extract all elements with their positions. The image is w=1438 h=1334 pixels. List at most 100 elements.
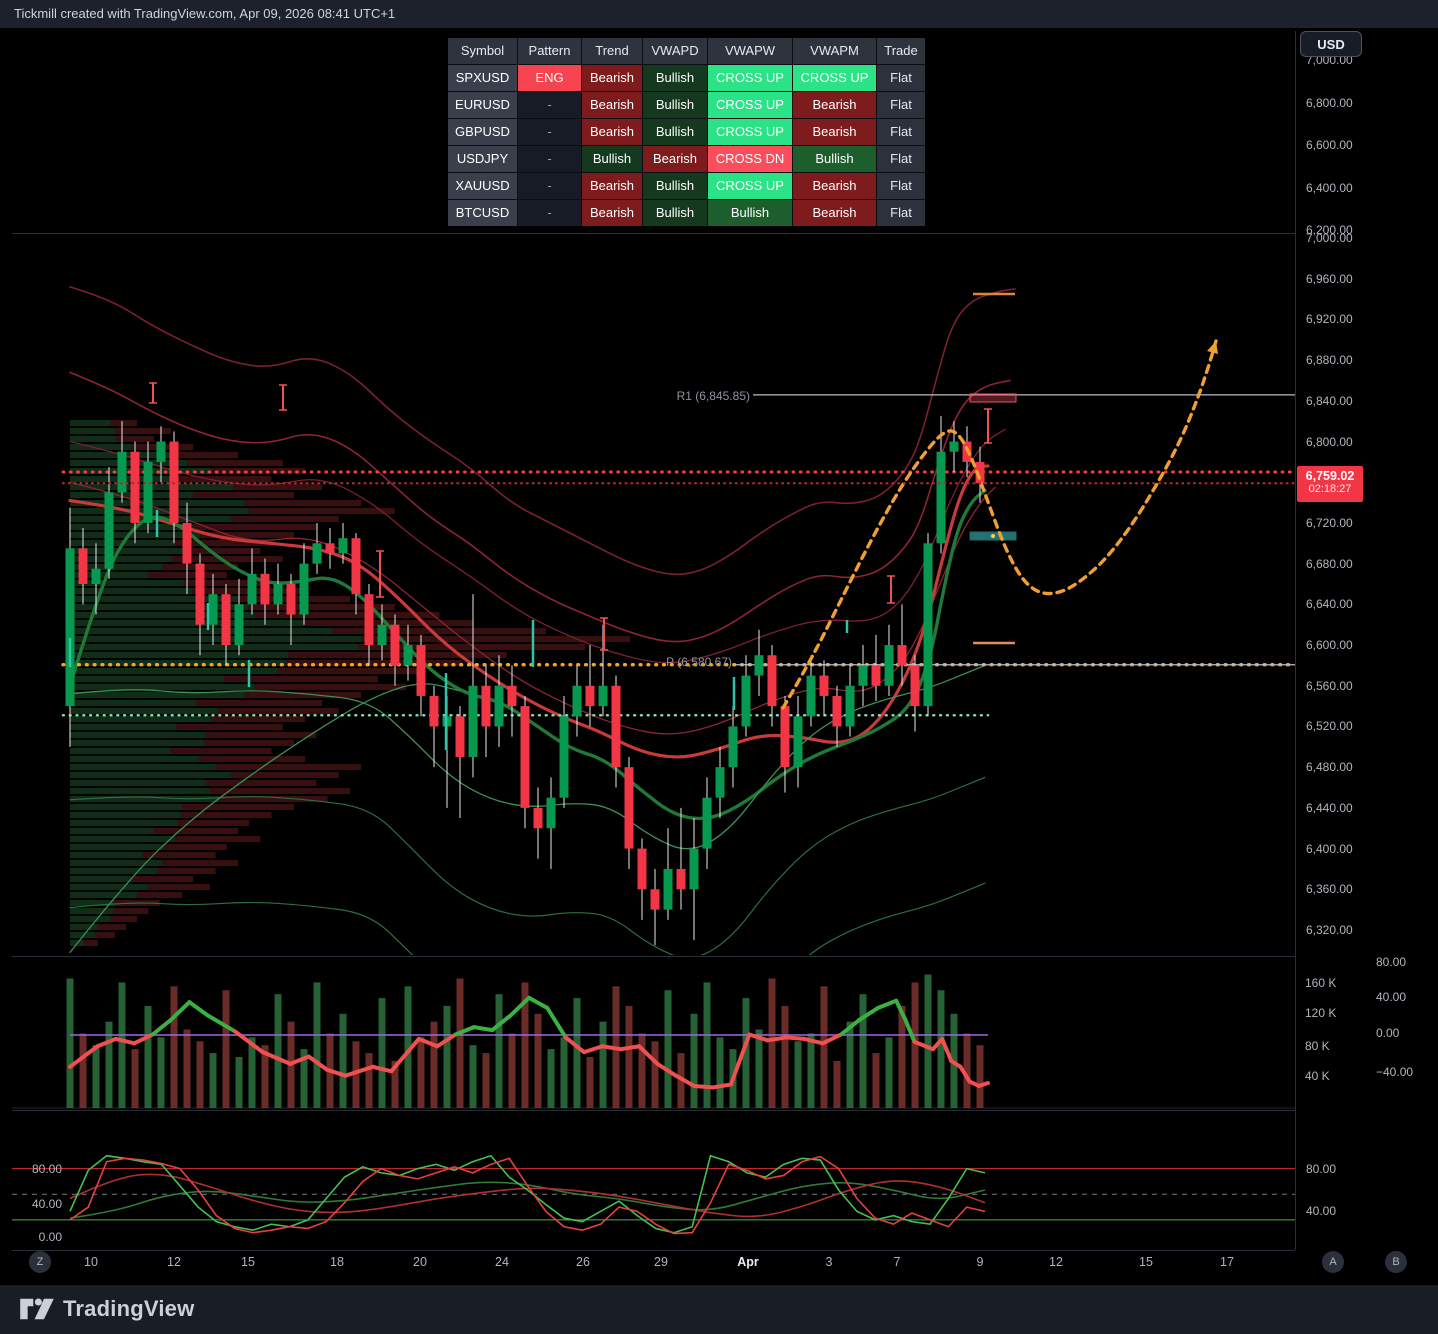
price-axis-label: 6,720.00 bbox=[1306, 515, 1353, 530]
time-axis-label: 15 bbox=[241, 1255, 255, 1269]
volume-bar bbox=[378, 998, 386, 1108]
volume-ma-segment bbox=[416, 1036, 440, 1049]
table-header-pattern: Pattern bbox=[518, 38, 581, 64]
volume-axis-label: 120 K bbox=[1305, 1006, 1337, 1020]
volume-bar bbox=[482, 1053, 490, 1108]
upper-band-outer-line bbox=[69, 286, 1016, 576]
volume-ma-segment bbox=[637, 1044, 660, 1066]
time-axis-label: 24 bbox=[495, 1255, 509, 1269]
time-axis-label: 26 bbox=[576, 1255, 590, 1269]
stoch-green-fast-line bbox=[69, 1154, 986, 1234]
table-symbol-spxusd[interactable]: SPXUSD bbox=[448, 65, 517, 91]
volume-bar bbox=[105, 1021, 113, 1108]
delta-axis-label: 80.00 bbox=[1376, 955, 1407, 969]
mid-band-red2-line bbox=[69, 481, 996, 735]
volume-ma-segment bbox=[857, 1006, 880, 1022]
order-level-box[interactable] bbox=[969, 393, 1017, 403]
table-symbol-usdjpy[interactable]: USDJPY bbox=[448, 146, 517, 172]
volume-bar bbox=[846, 1021, 854, 1108]
volume-ma-segment bbox=[618, 1044, 642, 1052]
volume-ma-segment bbox=[976, 1081, 990, 1088]
table-symbol-eurusd[interactable]: EURUSD bbox=[448, 92, 517, 118]
table-cell-cu: CROSS UP bbox=[708, 119, 792, 145]
volume-axis-label: 80 K bbox=[1305, 1039, 1330, 1053]
scale-a-button[interactable]: A bbox=[1322, 1251, 1344, 1273]
price-axis-label: 6,800.00 bbox=[1306, 96, 1353, 110]
table-cell-dash: - bbox=[518, 92, 581, 118]
volume-bar bbox=[313, 982, 321, 1108]
stoch-axis-label-right: 80.00 bbox=[1306, 1162, 1337, 1176]
tradingview-logo[interactable]: TradingView bbox=[20, 1295, 194, 1323]
footer-bar: TradingView bbox=[0, 1285, 1438, 1334]
stochastic-pane[interactable] bbox=[12, 1154, 1295, 1235]
table-symbol-gbpusd[interactable]: GBPUSD bbox=[448, 119, 517, 145]
volume-bar bbox=[560, 1037, 568, 1108]
scale-b-button[interactable]: B bbox=[1385, 1251, 1407, 1273]
volume-ma-segment bbox=[508, 995, 531, 1018]
order-level-dot bbox=[991, 534, 995, 538]
volume-bar bbox=[352, 1041, 360, 1108]
table-symbol-xauusd[interactable]: XAUUSD bbox=[448, 173, 517, 199]
volume-bar bbox=[898, 1005, 906, 1108]
volume-ma-segment bbox=[95, 1036, 118, 1049]
chart-svg[interactable] bbox=[0, 28, 1438, 1334]
price-axis-label: 6,840.00 bbox=[1306, 393, 1353, 408]
volume-bar bbox=[144, 1005, 152, 1108]
volume-bar bbox=[716, 1037, 724, 1108]
table-cell-dash: - bbox=[518, 119, 581, 145]
volume-ma-segment bbox=[288, 1054, 311, 1066]
volume-ma-segment bbox=[68, 1044, 100, 1069]
volume-bar bbox=[703, 982, 711, 1108]
volume-bar bbox=[300, 1049, 308, 1108]
volume-ma-segment bbox=[260, 1050, 293, 1066]
table-symbol-btcusd[interactable]: BTCUSD bbox=[448, 200, 517, 226]
time-axis-label: 3 bbox=[825, 1255, 833, 1269]
volume-ma-segment bbox=[389, 1036, 421, 1074]
time-axis-label: 9 bbox=[976, 1255, 984, 1269]
volume-ma-segment bbox=[306, 1054, 330, 1072]
volume-pane[interactable] bbox=[12, 974, 1295, 1109]
volume-bar bbox=[963, 1033, 971, 1108]
delta-axis-label: 0.00 bbox=[1376, 1026, 1400, 1040]
volume-ma-segment bbox=[370, 1064, 394, 1074]
currency-toggle-button[interactable]: USD bbox=[1300, 31, 1362, 57]
stoch-axis-label-left: 0.00 bbox=[38, 1230, 62, 1244]
volume-ma-segment bbox=[205, 1013, 238, 1034]
price-axis-label: 6,520.00 bbox=[1306, 719, 1353, 734]
volume-ma-segment bbox=[600, 1044, 623, 1052]
table-cell-bear: Bearish bbox=[582, 200, 642, 226]
attribution-text: Tickmill created with TradingView.com, A… bbox=[14, 6, 396, 21]
volume-ma-segment bbox=[710, 1082, 733, 1090]
table-cell-bull: Bullish bbox=[643, 200, 707, 226]
table-cell-dash: - bbox=[518, 173, 581, 199]
volume-bar bbox=[781, 1005, 789, 1108]
main-price-pane[interactable] bbox=[61, 286, 1295, 1064]
volume-bar bbox=[66, 978, 74, 1108]
volume-bar bbox=[365, 1053, 373, 1108]
price-axis-label: 6,400.00 bbox=[1306, 181, 1353, 195]
volume-bar bbox=[742, 998, 750, 1108]
volume-bar bbox=[170, 986, 178, 1108]
projection-drawing[interactable] bbox=[781, 339, 1218, 710]
attribution-bar: Tickmill created with TradingView.com, A… bbox=[0, 0, 1438, 28]
table-cell-dash: - bbox=[518, 200, 581, 226]
bar-countdown: 02:18:27 bbox=[1308, 483, 1352, 495]
range-marker bbox=[279, 384, 287, 411]
time-axis-label: Apr bbox=[737, 1255, 759, 1269]
volume-ma-segment bbox=[453, 1025, 476, 1037]
table-cell-bear: Bearish bbox=[582, 92, 642, 118]
volume-bar bbox=[755, 1029, 763, 1108]
table-cell-bull: Bullish bbox=[582, 146, 642, 172]
volume-bar bbox=[118, 982, 126, 1108]
price-axis-label: 6,360.00 bbox=[1306, 882, 1353, 897]
volume-bar bbox=[79, 1033, 87, 1108]
chart-canvas[interactable] bbox=[0, 28, 1438, 1334]
volume-ma-segment bbox=[168, 1000, 192, 1022]
range-marker bbox=[600, 617, 608, 651]
volume-axis-label: 160 K bbox=[1305, 976, 1337, 990]
timezone-button[interactable]: Z bbox=[29, 1251, 51, 1273]
volume-bar bbox=[833, 1060, 841, 1108]
volume-ma-segment bbox=[187, 1000, 210, 1018]
volume-bar bbox=[339, 1013, 347, 1108]
table-cell-flat: Flat bbox=[877, 119, 925, 145]
